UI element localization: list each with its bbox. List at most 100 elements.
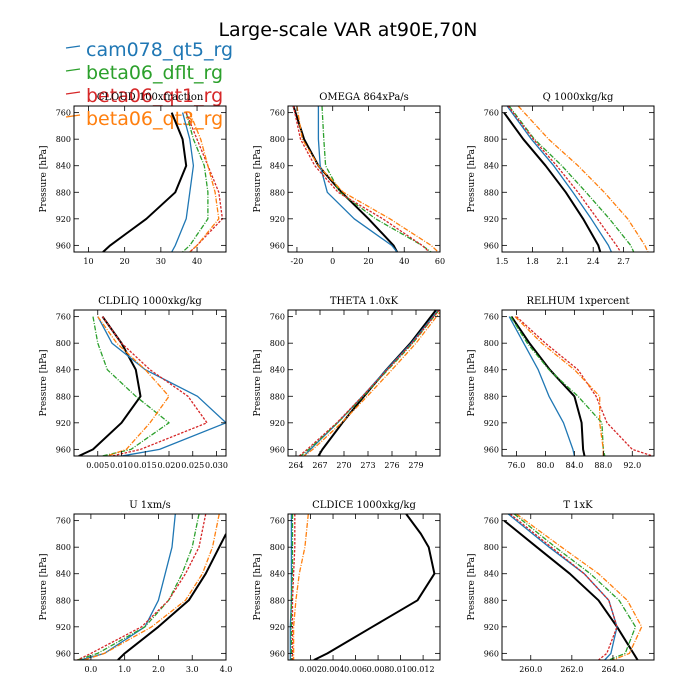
x-tick-label: 1.0 xyxy=(118,665,131,674)
x-tick-label: 0.030 xyxy=(205,461,228,470)
series-line-cam078_qt5_rg xyxy=(317,106,398,252)
y-tick-label: 920 xyxy=(56,623,71,632)
series-group xyxy=(292,106,439,252)
y-tick-label: 920 xyxy=(56,215,71,224)
y-tick-label: 960 xyxy=(56,649,71,658)
series-group xyxy=(78,316,226,456)
y-tick-label: 920 xyxy=(484,419,499,428)
y-tick-label: 920 xyxy=(484,623,499,632)
y-tick-label: 880 xyxy=(484,188,499,197)
series-line-beta06_qt1_rg xyxy=(516,316,653,456)
y-tick-label: 760 xyxy=(56,517,71,526)
panel-title: CLDLIQ 1000xkg/kg xyxy=(98,296,202,307)
series-group xyxy=(508,316,653,456)
y-tick-label: 920 xyxy=(270,623,285,632)
x-tick-label: 0.004 xyxy=(322,665,345,674)
series-line-black xyxy=(317,310,437,456)
panel-title: CLOUD 100xfraction xyxy=(97,92,204,103)
series-line-cam078_qt5_rg xyxy=(303,310,439,456)
y-tick-label: 960 xyxy=(270,649,285,658)
y-tick-label: 760 xyxy=(484,109,499,118)
y-axis-label: Pressure [hPa] xyxy=(253,349,263,416)
y-tick-label: 800 xyxy=(56,339,71,348)
series-line-beta06_dflt_rg xyxy=(321,106,432,252)
y-axis-label: Pressure [hPa] xyxy=(253,145,263,212)
panel-frame xyxy=(501,513,655,661)
series-line-cam078_qt5_rg xyxy=(97,316,226,456)
x-tick-label: 0 xyxy=(330,257,335,266)
series-line-beta06_dflt_rg xyxy=(508,106,635,252)
y-tick-label: 880 xyxy=(270,188,285,197)
y-tick-label: 960 xyxy=(484,649,499,658)
y-tick-label: 760 xyxy=(270,517,285,526)
x-tick-label: 0.020 xyxy=(158,461,181,470)
panel-6: RELHUM 1xpercent 760 800 840 880 920 960 76.0 80… xyxy=(467,296,655,470)
series-line-beta06_qt1_rg xyxy=(509,514,618,660)
y-tick-label: 800 xyxy=(270,543,285,552)
series-line-beta06_qt3_rg xyxy=(514,316,604,456)
y-tick-label: 840 xyxy=(56,366,71,375)
figure-title: Large-scale VAR at90E,70N xyxy=(218,19,477,41)
panel-frame xyxy=(287,105,441,253)
panel-title: CLDICE 1000xkg/kg xyxy=(312,500,416,511)
y-tick-label: 880 xyxy=(56,188,71,197)
series-line-cam078_qt5_rg xyxy=(507,514,618,660)
series-line-beta06_qt1_rg xyxy=(101,316,208,456)
series-line-cam078_qt5_rg xyxy=(506,106,612,252)
y-tick-label: 880 xyxy=(56,596,71,605)
x-tick-label: 1.8 xyxy=(526,257,539,266)
series-group xyxy=(298,310,440,456)
series-line-beta06_qt3_rg xyxy=(83,514,220,660)
y-tick-label: 880 xyxy=(270,596,285,605)
panel-3: Q 1000xkg/kg 760 800 840 880 920 960 1.5 1.8 2.1 2… xyxy=(467,92,655,266)
y-tick-label: 800 xyxy=(56,543,71,552)
legend-swatch-qt3 xyxy=(65,114,81,118)
panel-7: U 1xm/s 760 800 840 880 920 960 0.0 1.0 2.0 3.0 4.0… xyxy=(39,500,232,674)
series-line-beta06_qt1_rg xyxy=(292,106,430,252)
panel-frame xyxy=(73,513,227,661)
y-tick-label: 800 xyxy=(270,135,285,144)
series-line-black xyxy=(102,112,188,252)
x-tick-label: 92.0 xyxy=(623,461,641,470)
x-tick-label: 267 xyxy=(312,461,327,470)
series-line-beta06_dflt_rg xyxy=(77,514,200,660)
legend-label-qt1: beta06_qt1_rg xyxy=(86,85,223,107)
x-tick-label: 279 xyxy=(408,461,423,470)
series-line-black xyxy=(117,533,226,660)
panel-title: T 1xK xyxy=(563,500,593,511)
series-line-beta06_qt3_rg xyxy=(189,112,220,252)
panel-frame xyxy=(501,309,655,457)
y-axis-label: Pressure [hPa] xyxy=(467,553,477,620)
y-tick-label: 760 xyxy=(56,109,71,118)
series-group xyxy=(102,112,224,252)
y-tick-label: 840 xyxy=(56,570,71,579)
x-tick-label: 1.5 xyxy=(496,257,509,266)
series-group xyxy=(289,514,436,660)
series-line-beta06_qt1_rg xyxy=(298,310,440,456)
y-tick-label: 840 xyxy=(270,366,285,375)
panel-title: Q 1000xkg/kg xyxy=(543,92,614,103)
y-axis-label: Pressure [hPa] xyxy=(467,349,477,416)
legend-swatch-qt1 xyxy=(65,91,81,95)
x-tick-label: 88.0 xyxy=(594,461,612,470)
x-tick-label: 2.0 xyxy=(152,665,165,674)
series-line-beta06_qt3_rg xyxy=(97,316,170,456)
panel-title: OMEGA 864xPa/s xyxy=(319,92,409,103)
x-tick-label: 0.010 xyxy=(110,461,133,470)
y-tick-label: 840 xyxy=(270,570,285,579)
x-tick-label: 264 xyxy=(288,461,303,470)
x-tick-label: 0.008 xyxy=(367,665,390,674)
series-line-cam078_qt5_rg xyxy=(80,514,176,660)
x-tick-label: 4.0 xyxy=(220,665,233,674)
y-tick-label: 960 xyxy=(484,241,499,250)
x-tick-label: 0.012 xyxy=(412,665,435,674)
series-line-beta06_dflt_rg xyxy=(300,310,440,456)
legend-swatch-dflt xyxy=(65,68,81,72)
series-line-beta06_dflt_rg xyxy=(510,316,606,456)
x-tick-label: -20 xyxy=(290,257,303,266)
x-tick-label: 80.0 xyxy=(537,461,555,470)
y-axis-label: Pressure [hPa] xyxy=(39,145,49,212)
panel-title: U 1xm/s xyxy=(129,500,171,511)
y-tick-label: 800 xyxy=(56,135,71,144)
